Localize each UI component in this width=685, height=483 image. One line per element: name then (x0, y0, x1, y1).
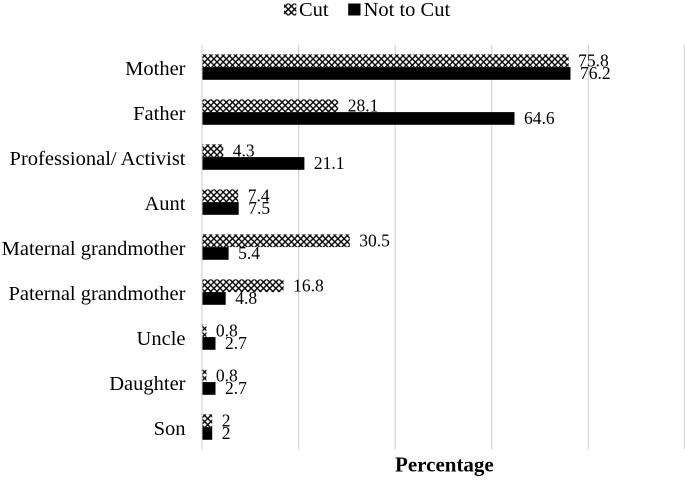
svg-text:Percentage: Percentage (395, 453, 494, 477)
svg-text:5.4: 5.4 (238, 243, 260, 263)
svg-text:21.1: 21.1 (314, 153, 345, 173)
svg-text:Not to Cut: Not to Cut (364, 0, 451, 21)
svg-text:0.8: 0.8 (216, 321, 238, 341)
svg-text:7.4: 7.4 (248, 186, 270, 206)
svg-text:Maternal grandmother: Maternal grandmother (2, 238, 186, 260)
svg-text:2.7: 2.7 (225, 378, 247, 398)
svg-text:2.7: 2.7 (225, 333, 247, 353)
svg-text:0.8: 0.8 (216, 366, 238, 386)
svg-text:Mother: Mother (125, 58, 186, 80)
svg-text:2: 2 (222, 411, 231, 431)
svg-text:Daughter: Daughter (109, 373, 185, 395)
svg-text:Uncle: Uncle (137, 328, 186, 350)
svg-text:Professional/ Activist: Professional/ Activist (10, 148, 186, 170)
svg-text:30.5: 30.5 (359, 231, 390, 251)
svg-text:28.1: 28.1 (348, 96, 379, 116)
svg-text:2: 2 (222, 423, 231, 443)
svg-text:Cut: Cut (299, 0, 329, 21)
svg-text:64.6: 64.6 (524, 108, 555, 128)
svg-text:7.5: 7.5 (248, 198, 270, 218)
svg-text:Father: Father (133, 103, 186, 125)
svg-text:Aunt: Aunt (145, 193, 186, 215)
svg-text:16.8: 16.8 (293, 276, 324, 296)
svg-text:Paternal grandmother: Paternal grandmother (8, 283, 185, 305)
svg-text:76.2: 76.2 (580, 63, 611, 83)
svg-text:4.3: 4.3 (233, 141, 255, 161)
svg-text:75.8: 75.8 (578, 51, 609, 71)
svg-text:4.8: 4.8 (235, 288, 257, 308)
svg-text:Son: Son (154, 418, 186, 440)
